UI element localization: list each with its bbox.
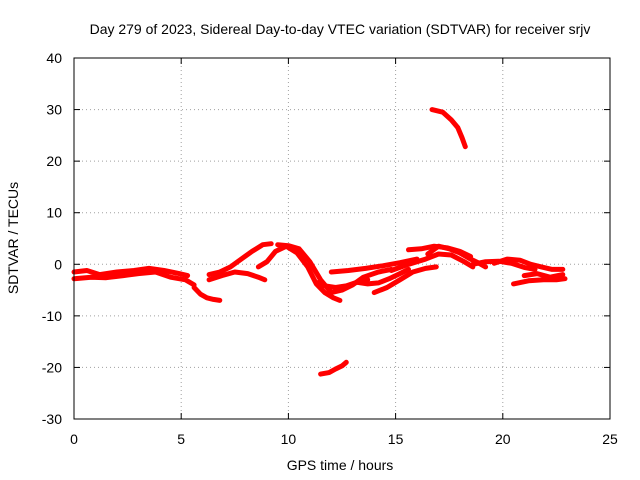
series-track-i bbox=[328, 256, 420, 275]
y-tick-label: 30 bbox=[46, 102, 62, 118]
y-tick-label: -30 bbox=[42, 411, 62, 427]
y-tick-label: -20 bbox=[42, 359, 62, 375]
x-axis-label: GPS time / hours bbox=[287, 457, 394, 473]
chart-title: Day 279 of 2023, Sidereal Day-to-day VTE… bbox=[90, 21, 591, 37]
series-track-j bbox=[354, 266, 411, 287]
series-track-f bbox=[255, 243, 343, 303]
series-track-e bbox=[206, 269, 268, 283]
series-track-l bbox=[388, 251, 476, 273]
series-track-g bbox=[275, 242, 394, 296]
series-track-a bbox=[71, 265, 191, 279]
series-track-r bbox=[511, 276, 568, 287]
tick-layer: 0 5 10 15 20 25 -30 -20 -10 0 10 20 30 40 bbox=[42, 50, 618, 447]
series-layer bbox=[71, 107, 568, 377]
series-track-s bbox=[429, 107, 468, 150]
series-track-p bbox=[491, 256, 566, 272]
series-track-c bbox=[191, 285, 223, 303]
series-track-d bbox=[206, 241, 274, 278]
series-track-b bbox=[71, 269, 197, 288]
y-tick-label: 40 bbox=[46, 50, 62, 66]
x-tick-label: 25 bbox=[602, 431, 618, 447]
x-tick-label: 15 bbox=[388, 431, 404, 447]
series-track-t bbox=[318, 359, 349, 377]
y-tick-label: 20 bbox=[46, 153, 62, 169]
x-tick-label: 5 bbox=[177, 431, 185, 447]
x-tick-label: 20 bbox=[495, 431, 511, 447]
y-tick-label: -10 bbox=[42, 308, 62, 324]
series-track-q bbox=[521, 271, 566, 280]
y-tick-label: 0 bbox=[54, 256, 62, 272]
y-axis-label: SDTVAR / TECUs bbox=[5, 182, 21, 294]
y-tick-label: 10 bbox=[46, 205, 62, 221]
x-tick-label: 10 bbox=[281, 431, 297, 447]
plot-frame bbox=[73, 57, 611, 420]
series-track-k bbox=[371, 264, 439, 296]
x-tick-label: 0 bbox=[70, 431, 78, 447]
